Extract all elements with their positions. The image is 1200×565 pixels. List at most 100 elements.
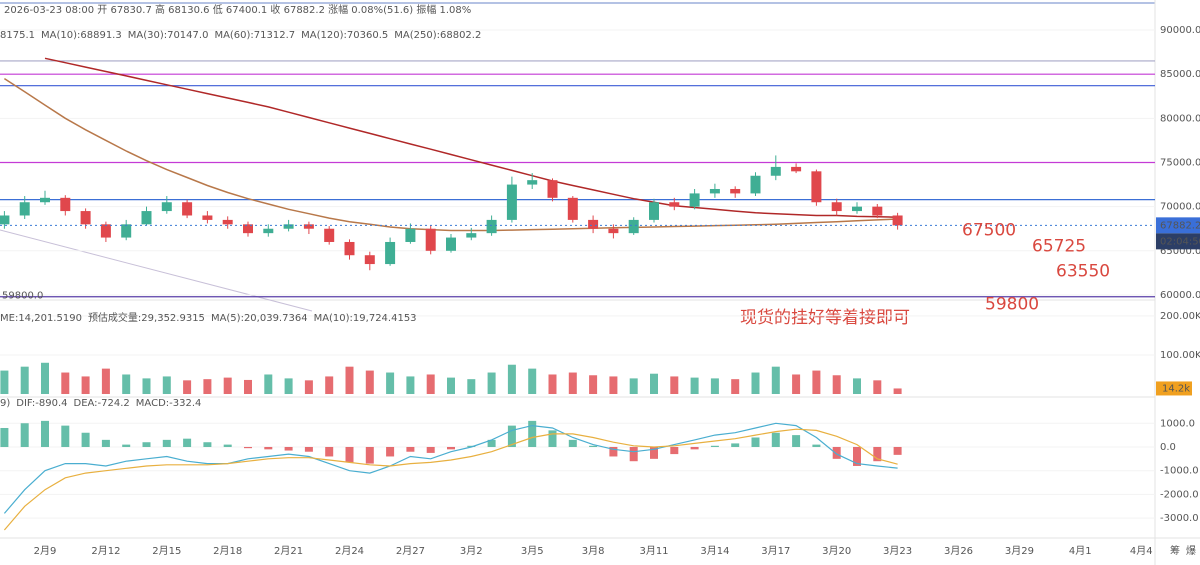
x-tick-label: 2月21 <box>274 545 303 557</box>
legend-entry: DEA:-724.2 <box>74 398 130 409</box>
candle-body <box>547 180 558 198</box>
macd-bar <box>771 432 780 447</box>
volume-tag-box <box>1156 381 1192 396</box>
y-tick-label: -3000.0 <box>1160 513 1199 524</box>
legend-entry: 9) <box>0 398 10 409</box>
volume-bar <box>264 374 273 394</box>
candle-body <box>770 166 781 176</box>
annotation-level: 63550 <box>1056 262 1110 282</box>
volume-bar <box>548 374 557 394</box>
legend-entry: MA(250):68802.2 <box>394 30 481 41</box>
ohlc-header: 2026-03-23 08:00 开 67830.7 高 68130.6 低 6… <box>4 3 471 16</box>
macd-bar <box>548 430 557 447</box>
volume-bar <box>710 378 719 394</box>
y-tick-label: 0.0 <box>1160 442 1176 453</box>
candle-body <box>709 188 720 194</box>
macd-bar <box>41 420 49 447</box>
legend-entry: MA(5):20,039.7364 <box>211 313 308 324</box>
toolbar-button[interactable]: 爆 <box>1186 545 1196 557</box>
x-tick-label: 3月20 <box>822 545 851 557</box>
volume-bar <box>284 378 293 394</box>
x-tick-label: 2月24 <box>335 545 364 557</box>
macd-bar <box>893 446 902 455</box>
toolbar-button[interactable]: 筹 <box>1170 544 1180 557</box>
volume-bar <box>447 377 455 394</box>
y-tick-label: 85000.0 <box>1160 69 1200 80</box>
volume-bar <box>609 376 618 394</box>
x-tick-label: 3月23 <box>883 545 912 557</box>
volume-bar <box>183 380 192 394</box>
candle-body <box>791 166 802 172</box>
candle-body <box>852 206 862 212</box>
y-tick-label: 80000.0 <box>1160 113 1200 124</box>
macd-bar <box>325 446 334 457</box>
volume-bar <box>751 372 760 394</box>
macd-bar <box>0 427 9 447</box>
candle-body <box>202 215 213 220</box>
y-tick-label: 70000.0 <box>1160 202 1200 213</box>
volume-bar <box>832 375 841 394</box>
x-tick-label: 3月5 <box>521 545 544 557</box>
candle-body <box>0 215 10 225</box>
volume-bar <box>568 372 577 394</box>
macd-bar <box>122 444 131 447</box>
x-tick-label: 3月29 <box>1005 545 1034 557</box>
macd-bar <box>690 446 699 450</box>
volume-bar <box>304 380 313 394</box>
volume-bar <box>812 370 821 394</box>
x-tick-label: 3月26 <box>944 545 973 557</box>
candle-body <box>588 219 599 229</box>
candle-body <box>567 197 578 220</box>
dif-line <box>3 422 898 514</box>
volume-bar <box>731 379 740 394</box>
volume-bar <box>487 372 496 394</box>
candle-body <box>750 175 761 194</box>
candle-body <box>506 184 517 220</box>
volume-bar <box>873 380 882 394</box>
candle-body <box>243 224 253 234</box>
y-tick-label: -1000.0 <box>1160 466 1199 477</box>
x-tick-label: 2月15 <box>152 545 181 557</box>
macd-bar <box>589 445 598 447</box>
candle-body <box>892 215 903 226</box>
candle-body <box>689 193 700 207</box>
volume-bar <box>203 379 212 394</box>
macd-bar <box>792 435 801 447</box>
macd-bar <box>365 446 374 464</box>
candle-body <box>608 228 619 234</box>
macd-bar <box>426 446 435 453</box>
candle-body <box>527 180 538 185</box>
legend-entry: DIF:-890.4 <box>16 398 67 409</box>
legend-entry: 8175.1 <box>0 30 35 41</box>
macd-bar <box>568 439 577 447</box>
annotation-level: 65725 <box>1032 236 1086 256</box>
macd-bar <box>528 420 537 447</box>
x-tick-label: 4月1 <box>1069 545 1092 557</box>
macd-bar <box>162 439 171 447</box>
macd-bar <box>629 446 638 462</box>
macd-bar <box>710 445 719 447</box>
x-tick-label: 4月4 <box>1130 545 1153 557</box>
candle-body <box>486 219 497 234</box>
candle-body <box>669 202 680 207</box>
volume-bar <box>20 366 29 394</box>
volume-bar <box>162 376 171 394</box>
volume-bar <box>81 376 90 394</box>
macd-bar <box>142 442 151 447</box>
y-tick-label: 65000.0 <box>1160 246 1200 257</box>
macd-bar <box>650 446 658 459</box>
candle-body <box>19 202 30 216</box>
macd-bar <box>751 437 760 447</box>
legend-entry: MA(120):70360.5 <box>301 30 388 41</box>
candle-body <box>628 219 639 234</box>
candle-body <box>263 228 274 234</box>
macd-bar <box>386 446 395 457</box>
candle-body <box>60 197 71 212</box>
candle-body <box>161 202 172 212</box>
legend-entry: MA(10):68891.3 <box>41 30 122 41</box>
candle-body <box>324 228 335 242</box>
volume-bar <box>650 373 658 394</box>
ma-line <box>44 57 898 218</box>
annotation-level: 67500 <box>962 221 1016 241</box>
